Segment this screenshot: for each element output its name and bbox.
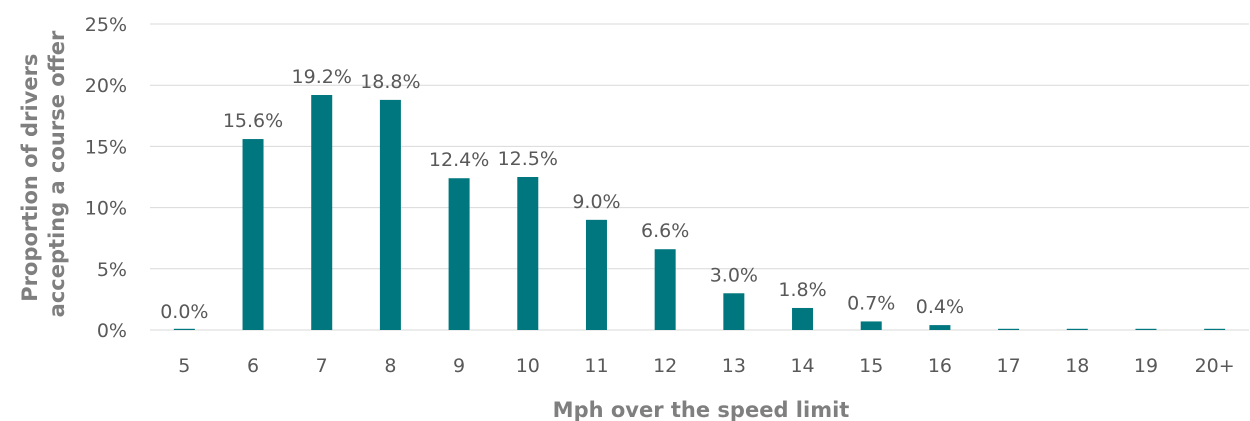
x-tick-label: 17 bbox=[997, 355, 1021, 377]
bar bbox=[654, 249, 676, 330]
y-axis-title: Proportion of drivers accepting a course… bbox=[18, 30, 69, 317]
bar bbox=[448, 178, 470, 330]
x-tick-label: 9 bbox=[453, 355, 465, 377]
x-tick-label: 12 bbox=[653, 355, 677, 377]
data-label: 6.6% bbox=[641, 220, 689, 242]
x-tick-label: 6 bbox=[247, 355, 259, 377]
x-tick-label: 7 bbox=[316, 355, 328, 377]
bar bbox=[929, 325, 951, 330]
y-axis-tick-labels: 0% 5% 10% 15% 20% 25% bbox=[85, 14, 127, 342]
bar bbox=[1135, 328, 1157, 330]
bar bbox=[379, 99, 401, 330]
data-label: 12.4% bbox=[429, 149, 489, 171]
data-label: 0.4% bbox=[916, 296, 964, 318]
y-tick-label: 0% bbox=[97, 320, 127, 342]
data-label: 0.0% bbox=[160, 301, 208, 323]
bar bbox=[1066, 328, 1088, 330]
y-axis-title-line-1: Proportion of drivers bbox=[18, 54, 42, 302]
y-axis-title-line-2: accepting a course offer bbox=[45, 30, 69, 317]
x-tick-label: 19 bbox=[1134, 355, 1158, 377]
bar bbox=[517, 177, 539, 330]
x-tick-label: 10 bbox=[516, 355, 540, 377]
data-label: 1.8% bbox=[778, 279, 826, 301]
x-tick-label: 20+ bbox=[1195, 355, 1235, 377]
x-axis-title: Mph over the speed limit bbox=[553, 398, 850, 421]
bar bbox=[998, 328, 1020, 330]
data-label: 12.5% bbox=[498, 148, 558, 170]
y-tick-label: 15% bbox=[85, 136, 127, 158]
x-tick-label: 5 bbox=[178, 355, 190, 377]
data-label: 15.6% bbox=[223, 110, 283, 132]
x-tick-label: 11 bbox=[584, 355, 608, 377]
gridlines bbox=[150, 23, 1249, 331]
x-tick-label: 15 bbox=[859, 355, 883, 377]
x-tick-label: 13 bbox=[722, 355, 746, 377]
bar bbox=[585, 219, 607, 330]
y-tick-label: 10% bbox=[85, 198, 127, 220]
data-label: 19.2% bbox=[292, 66, 352, 88]
data-label: 18.8% bbox=[360, 71, 420, 93]
bar bbox=[173, 328, 195, 330]
bars bbox=[173, 94, 1226, 330]
y-tick-label: 5% bbox=[97, 259, 127, 281]
data-label: 3.0% bbox=[710, 264, 758, 286]
x-axis-tick-labels: 5 6 7 8 9 10 11 12 13 14 15 16 17 18 19 20+ bbox=[178, 355, 1234, 377]
bar bbox=[723, 293, 745, 330]
bar bbox=[860, 321, 882, 330]
x-tick-label: 18 bbox=[1065, 355, 1089, 377]
data-label: 9.0% bbox=[572, 191, 620, 213]
y-tick-label: 20% bbox=[85, 75, 127, 97]
y-tick-label: 25% bbox=[85, 14, 127, 36]
bar bbox=[242, 139, 264, 330]
data-labels: 0.0% 15.6% 19.2% 18.8% 12.4% 12.5% 9.0% 6.6% 3.0… bbox=[160, 66, 964, 323]
data-label: 0.7% bbox=[847, 292, 895, 314]
x-tick-label: 16 bbox=[928, 355, 952, 377]
x-tick-label: 8 bbox=[384, 355, 396, 377]
bar bbox=[311, 94, 333, 330]
bar bbox=[1204, 328, 1226, 330]
x-tick-label: 14 bbox=[790, 355, 814, 377]
bar bbox=[792, 307, 814, 330]
